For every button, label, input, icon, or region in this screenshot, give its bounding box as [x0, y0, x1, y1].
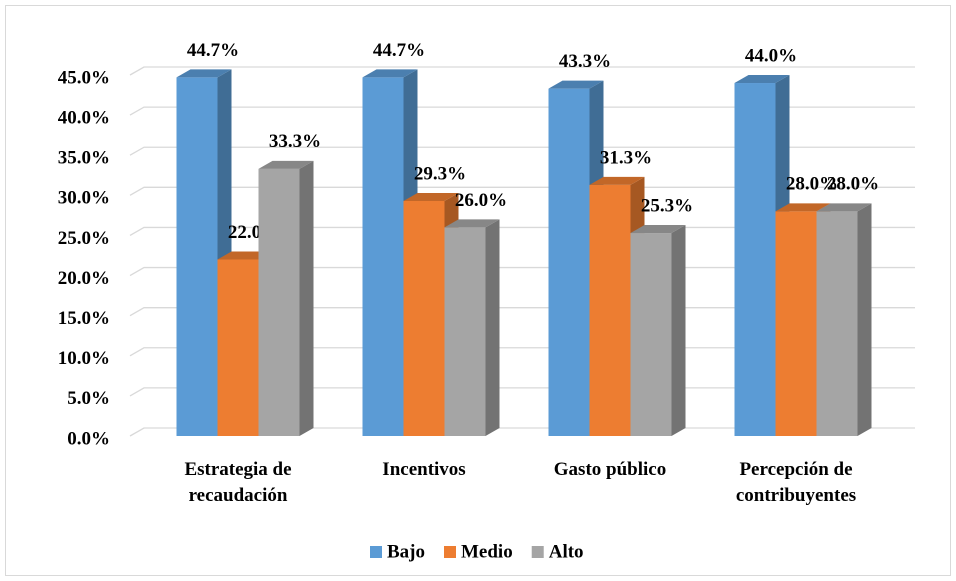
y-tick-label: 45.0%	[58, 67, 110, 88]
bar	[816, 203, 872, 436]
bar-top	[630, 225, 686, 234]
bar-side	[299, 160, 314, 437]
bar-front	[403, 200, 445, 436]
legend-swatch	[444, 546, 456, 558]
bar-top	[444, 219, 500, 228]
grid-line	[129, 106, 915, 116]
bar-top	[548, 80, 604, 89]
y-tick-label: 40.0%	[58, 107, 110, 128]
data-label: 33.3%	[269, 131, 321, 152]
x-tick-label: Gasto público	[553, 459, 667, 480]
data-label: 44.0%	[745, 45, 797, 66]
data-label: 26.0%	[455, 190, 507, 211]
bar-front	[217, 259, 259, 436]
legend-label: Medio	[461, 541, 513, 562]
bar-front	[734, 83, 776, 437]
bar-front	[589, 184, 631, 436]
bar-side	[857, 203, 872, 436]
bar-top	[734, 75, 790, 84]
bar-side	[671, 225, 686, 436]
bar-top	[816, 203, 872, 212]
data-label: 29.3%	[414, 163, 466, 184]
bar	[630, 225, 686, 436]
y-tick-label: 25.0%	[58, 228, 110, 249]
data-label: 44.7%	[187, 40, 239, 61]
bar-top	[589, 176, 645, 185]
legend-label: Alto	[549, 541, 584, 562]
bar-top	[362, 69, 418, 78]
bar-front	[258, 168, 300, 437]
bar-front	[630, 233, 672, 436]
bar	[176, 69, 232, 436]
bar-top	[403, 192, 459, 201]
bar-top	[258, 160, 314, 169]
bar-front	[775, 211, 817, 436]
bar	[258, 160, 314, 437]
bar-front	[548, 88, 590, 436]
legend-swatch	[370, 546, 382, 558]
data-label: 44.7%	[373, 40, 425, 61]
bar	[444, 219, 500, 436]
x-tick-label: Incentivos	[382, 459, 466, 480]
bar-front	[176, 77, 218, 436]
y-tick-label: 35.0%	[58, 148, 110, 169]
data-label: 43.3%	[559, 51, 611, 72]
x-tick-label: Estrategia de recaudación	[184, 459, 292, 506]
bar-side	[485, 219, 500, 436]
grid-line	[129, 146, 915, 156]
data-label: 28.0%	[827, 174, 879, 195]
bar-front	[816, 211, 858, 436]
grid-line	[129, 66, 915, 76]
bar-top	[176, 69, 232, 78]
bar-front	[444, 227, 486, 436]
y-tick-label: 20.0%	[58, 268, 110, 289]
x-tick-label: Percepción de contribuyentes	[735, 459, 857, 506]
bar-top	[775, 203, 831, 212]
y-tick-label: 5.0%	[67, 388, 110, 409]
y-tick-label: 30.0%	[58, 188, 110, 209]
legend-swatch	[531, 546, 544, 558]
y-tick-label: 0.0%	[67, 428, 110, 449]
grid-line	[129, 186, 915, 196]
data-label: 31.3%	[600, 147, 652, 168]
data-label: 25.3%	[641, 195, 693, 216]
data-label: 28.0%	[786, 174, 838, 195]
legend-label: Bajo	[387, 541, 425, 562]
bar-front	[362, 77, 404, 436]
y-tick-label: 15.0%	[58, 308, 110, 329]
y-tick-label: 10.0%	[58, 348, 110, 369]
